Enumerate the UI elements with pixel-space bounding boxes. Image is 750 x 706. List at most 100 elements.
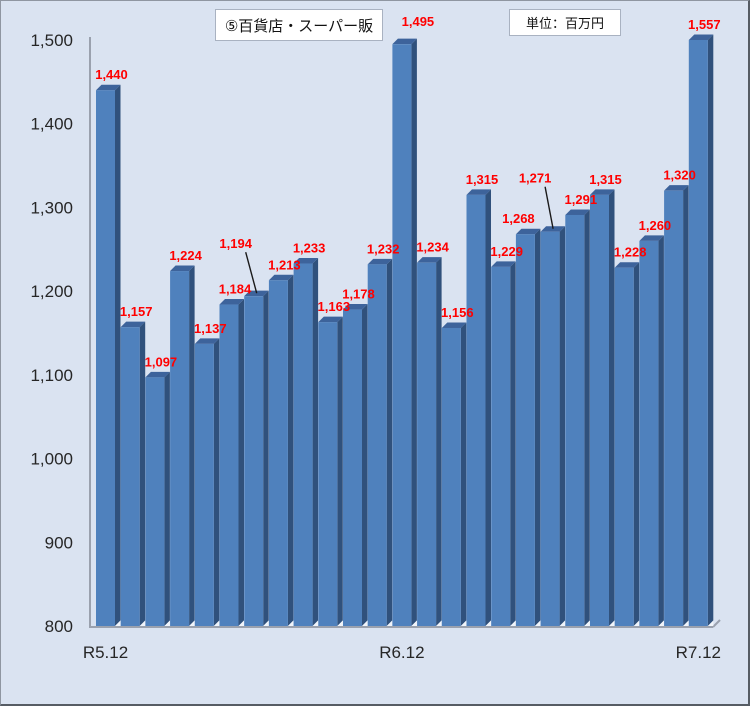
bar-top-face (565, 209, 590, 215)
floor-gap (189, 620, 195, 626)
bar (590, 189, 615, 626)
bar (194, 338, 220, 626)
bar-front-face (565, 214, 585, 626)
bar-front-face (194, 343, 214, 626)
bar (441, 322, 467, 626)
bar-side-face (362, 304, 368, 626)
bar (540, 226, 566, 626)
unit-label-box: 単位：百万円 (509, 9, 621, 36)
bar (170, 265, 195, 626)
bar-value-label: 1,320 (663, 168, 696, 183)
bar-value-label: 1,315 (466, 172, 499, 187)
bar-side-face (510, 261, 516, 626)
bar-side-face (534, 228, 541, 626)
bar (417, 257, 442, 626)
bar-front-face (441, 327, 461, 626)
bar-value-label: 1,234 (416, 240, 449, 255)
bar-top-face (466, 189, 491, 195)
bar-side-face (139, 321, 146, 626)
bar-value-label: 1,260 (639, 218, 672, 233)
floor-gap (584, 620, 590, 626)
floor-gap (658, 620, 664, 626)
floor-gap (287, 620, 294, 626)
bar-top-face (441, 322, 467, 328)
floor-gap (164, 620, 170, 626)
bar-top-face (590, 189, 615, 195)
floor-gap (436, 620, 442, 626)
bar-top-face (664, 185, 689, 191)
bar-front-face (367, 264, 387, 626)
floor-gap (460, 620, 467, 626)
floor-gap (263, 620, 269, 626)
bar (515, 228, 541, 626)
bar-side-face (609, 189, 615, 626)
y-axis-label: 1,400 (30, 115, 73, 134)
bar (639, 235, 664, 626)
floor-gap (559, 620, 566, 626)
y-axis-label: 800 (45, 617, 73, 636)
floor-gap (139, 620, 146, 626)
bar (219, 299, 244, 626)
floor-edge-line (712, 619, 721, 628)
bar-top-face (268, 274, 294, 281)
bar-side-face (337, 316, 343, 626)
label-leader-line (245, 251, 258, 294)
chart-title: ⑤百貨店・スーパー販 (224, 17, 374, 35)
y-axis-label: 1,200 (30, 282, 73, 301)
bar-top-face (318, 316, 343, 323)
bar-front-face (268, 280, 288, 626)
bar-top-face (367, 258, 393, 265)
floor-gap (707, 620, 714, 626)
floor-gap (115, 620, 121, 626)
bar-value-label: 1,157 (120, 304, 153, 319)
bar-top-face (145, 371, 170, 378)
bar-value-label: 1,233 (293, 241, 326, 256)
bar-top-face (343, 304, 368, 310)
bar-side-face (411, 38, 417, 626)
bar (244, 290, 269, 626)
label-leader-line (544, 186, 554, 229)
bar-value-label: 1,229 (490, 244, 523, 259)
floor-gap (510, 620, 516, 626)
bar-value-label: 1,271 (519, 171, 552, 186)
bar-top-face (614, 262, 640, 268)
bar (466, 189, 491, 626)
bar-side-face (683, 185, 689, 626)
bar-top-face (540, 226, 566, 232)
bar (293, 258, 319, 626)
floor-gap (609, 620, 615, 626)
bar-front-face (343, 309, 362, 626)
floor-gap (238, 620, 244, 626)
floor-gap (312, 620, 319, 626)
bar (491, 261, 516, 626)
y-axis-label: 900 (45, 533, 73, 552)
x-axis-label: R5.12 (83, 643, 128, 662)
bar (565, 209, 590, 626)
bar-top-face (417, 257, 442, 263)
bar-value-label: 1,156 (441, 305, 474, 320)
bar-value-label: 1,184 (219, 282, 252, 297)
bar (145, 371, 170, 626)
bar-value-label: 1,137 (194, 321, 227, 336)
bar (96, 84, 121, 626)
bar-front-face (392, 44, 412, 626)
bar-side-face (584, 209, 590, 626)
bar-top-face (120, 321, 146, 328)
bar-value-label: 1,315 (589, 172, 622, 187)
bar-front-face (244, 296, 264, 626)
bar-front-face (170, 271, 190, 626)
bar-front-face (614, 267, 634, 626)
bar-top-face (639, 235, 664, 241)
bar-side-face (115, 84, 121, 626)
bar-side-face (658, 235, 664, 626)
bar-front-face (688, 40, 708, 626)
bar-value-label: 1,213 (268, 257, 301, 272)
bar (664, 185, 689, 626)
bar (367, 258, 393, 626)
y-axis-label: 1,300 (30, 198, 73, 217)
y-axis-label: 1,000 (30, 450, 73, 469)
bar-side-face (189, 265, 195, 626)
bar-front-face (219, 304, 239, 626)
floor-gap (633, 620, 640, 626)
